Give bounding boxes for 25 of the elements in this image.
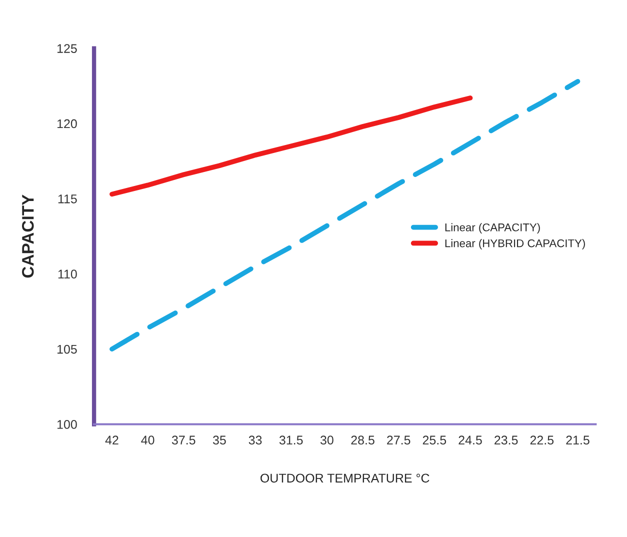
y-tick-label: 105: [57, 344, 77, 354]
x-tick-label: 31.5: [279, 436, 303, 445]
y-tick-label: 115: [58, 194, 77, 204]
x-tick-label: 24.5: [458, 436, 482, 445]
x-tick-label: 37.5: [172, 436, 196, 445]
x-tick-label: 27.5: [387, 436, 410, 445]
y-tick-label: 110: [58, 270, 77, 279]
x-tick-label: 21.5: [566, 436, 590, 445]
legend-label: Linear (CAPACITY): [445, 223, 540, 234]
x-tick-label: 42: [105, 436, 118, 444]
x-axis-title: OUTDOOR TEMPRATURE °C: [260, 474, 430, 483]
y-axis-title: CAPACITY: [22, 194, 34, 278]
y-tick-label: 120: [57, 119, 77, 128]
x-tick-label: 25.5: [422, 436, 446, 445]
line-series: [110, 96, 473, 197]
x-tick-label: 22.5: [530, 436, 554, 445]
x-tick-label: 35: [212, 436, 226, 445]
x-tick-label: 40: [141, 436, 154, 445]
x-tick-label: 23.5: [494, 436, 518, 445]
y-tick-label: 125: [57, 44, 77, 53]
x-tick-label: 30: [320, 436, 334, 445]
x-tick-label: 28.5: [351, 436, 374, 445]
x-tick-label: 33: [248, 436, 262, 445]
legend-label: Linear (HYBRID CAPACITY): [445, 239, 585, 250]
y-tick-label: 100: [57, 420, 77, 429]
